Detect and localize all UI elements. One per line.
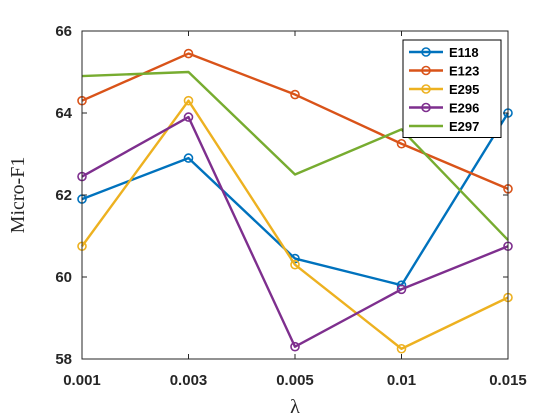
legend-label: E295	[449, 82, 479, 97]
legend-item-E296: E296	[409, 101, 479, 116]
legend-marker	[421, 65, 431, 76]
y-tick-label: 66	[55, 23, 72, 40]
data-point	[290, 89, 300, 100]
y-tick-label: 64	[55, 105, 72, 122]
y-tick-label: 60	[55, 269, 72, 286]
data-point	[183, 48, 194, 59]
series-E296	[77, 112, 513, 352]
ticks-layer: 0.001 0.003 0.005 0.01 0.015 58 60 62 64 66	[55, 23, 526, 389]
legend-marker	[421, 47, 431, 57]
series-line	[81, 70, 509, 241]
series-line	[81, 99, 509, 350]
series-line	[81, 115, 509, 348]
legend-item-E297: E297	[409, 119, 479, 134]
legend-item-E118: E118	[409, 45, 479, 60]
data-point	[183, 95, 194, 106]
legend-label: E297	[449, 119, 479, 134]
series-E297	[81, 70, 509, 241]
data-point	[396, 343, 407, 354]
x-tick-label: 0.001	[63, 372, 101, 389]
legend-marker	[421, 102, 431, 113]
data-point	[183, 153, 194, 163]
legend-item-E295: E295	[409, 82, 479, 97]
data-point	[396, 284, 407, 295]
series-line	[81, 52, 509, 190]
series-line	[81, 112, 510, 287]
legend-label: E118	[449, 45, 479, 60]
series-E123	[77, 48, 513, 194]
x-tick-label: 0.01	[387, 372, 416, 389]
y-tick-label: 58	[55, 351, 72, 368]
x-tick-label: 0.015	[489, 372, 527, 389]
x-axis-title: λ	[290, 396, 300, 418]
legend-marker	[421, 84, 431, 94]
y-axis-title: Micro-F1	[7, 157, 29, 234]
legend-label: E296	[449, 101, 479, 116]
data-point	[396, 138, 407, 149]
legend-item-E123: E123	[409, 64, 479, 79]
data-point	[183, 112, 194, 122]
y-tick-label: 62	[55, 187, 72, 204]
data-point	[290, 341, 300, 352]
legend-label: E123	[449, 64, 479, 79]
x-tick-label: 0.003	[170, 372, 208, 389]
legend: E118 E123 E295 E296 E297	[402, 39, 502, 138]
x-tick-label: 0.005	[276, 372, 314, 389]
data-point	[290, 259, 300, 270]
